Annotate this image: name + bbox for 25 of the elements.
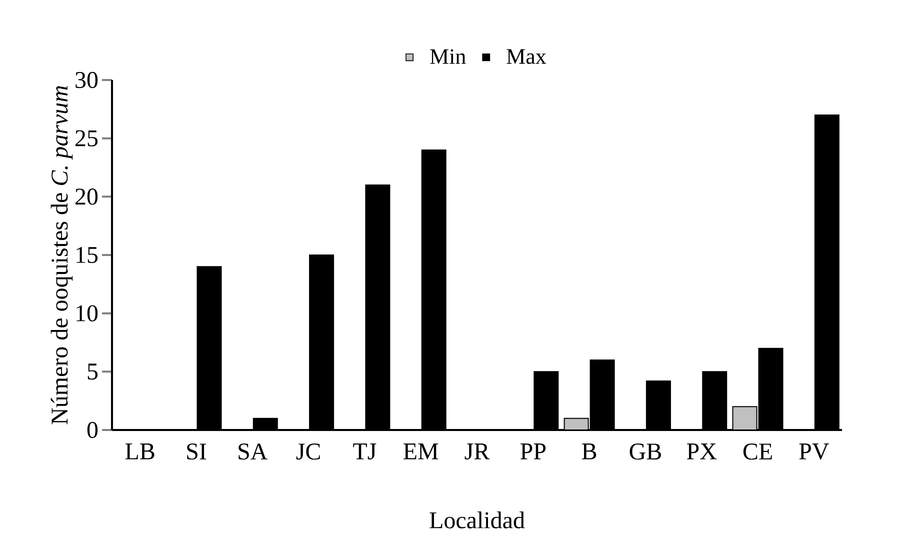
x-tick-label: B: [582, 444, 596, 460]
x-tick-label: PP: [520, 444, 546, 460]
x-tick-label: SI: [187, 444, 206, 460]
x-tick-label: JC: [296, 444, 320, 460]
bar: [732, 406, 758, 430]
legend-label: Min: [430, 49, 466, 64]
y-axis-title: Número de ooquistes de C. parvum: [50, 86, 73, 424]
x-axis-title: Localidad: [430, 512, 525, 528]
y-tick-label: 15: [76, 246, 98, 264]
y-tick-label: 30: [76, 72, 98, 88]
y-tick-label: 25: [76, 130, 98, 146]
x-tick-label: GB: [630, 444, 661, 460]
x-tick-label: CE: [743, 444, 772, 460]
x-tick-label: TJ: [353, 444, 376, 460]
x-tick-label: JR: [464, 444, 490, 460]
x-tick-label: EM: [404, 444, 438, 460]
y-tick-label: 20: [76, 188, 98, 205]
y-tick-label: 0: [87, 422, 98, 438]
x-tick-label: LB: [125, 444, 154, 460]
x-tick-label: PX: [686, 444, 717, 460]
y-tick-label: 10: [76, 305, 98, 322]
x-tick-label: SA: [238, 444, 268, 460]
x-tick-label: PV: [799, 444, 829, 460]
legend-label: Max: [506, 49, 546, 64]
y-tick-label: 5: [88, 364, 98, 380]
